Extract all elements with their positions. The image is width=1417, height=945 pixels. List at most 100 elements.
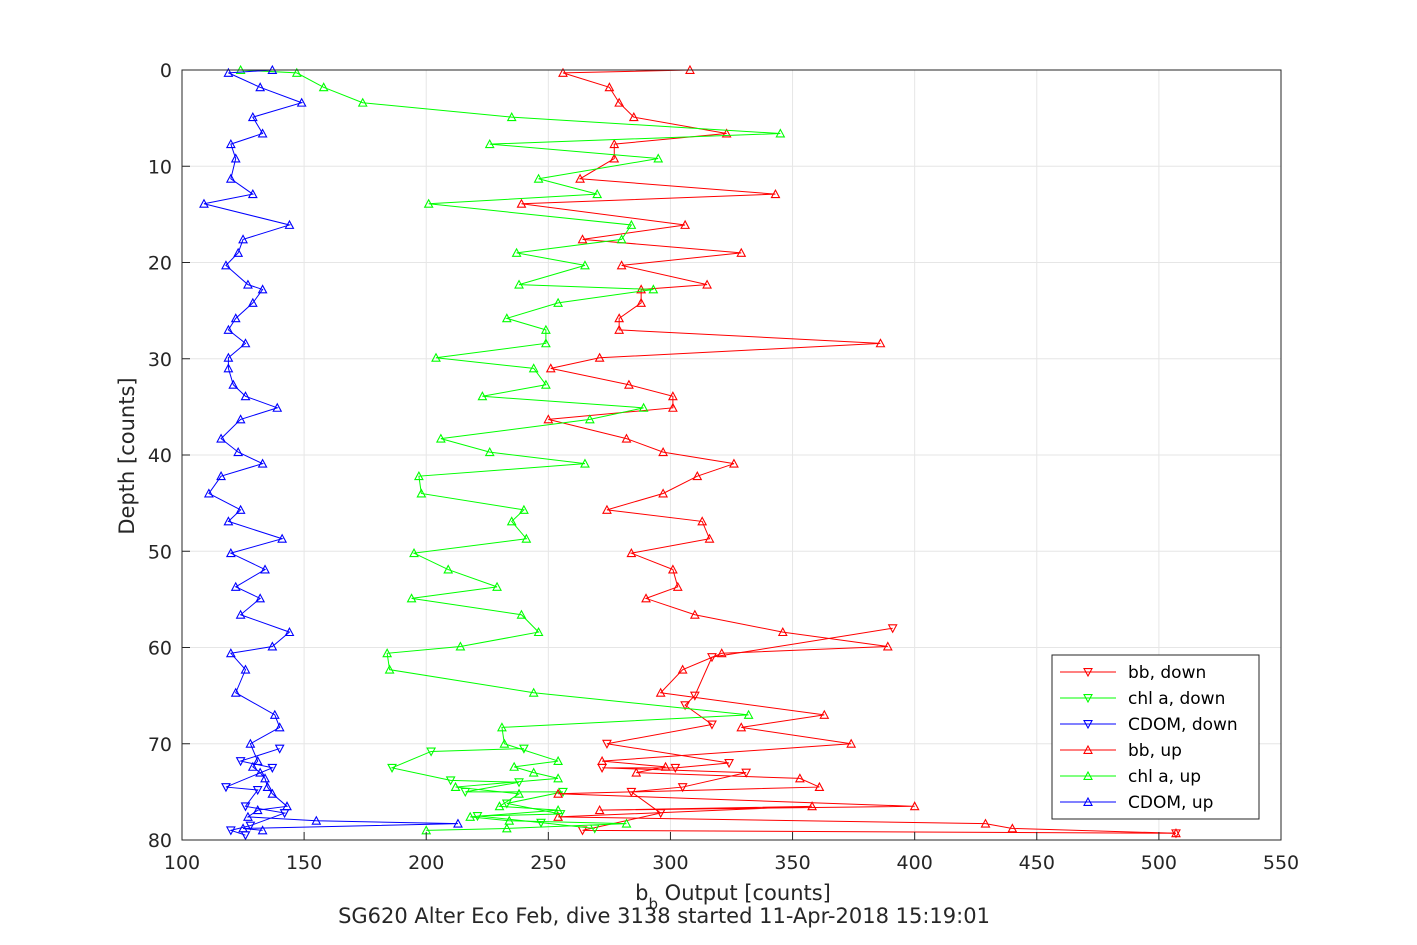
- data-point: [660, 761, 671, 771]
- data-point: [680, 219, 691, 229]
- data-point: [516, 198, 527, 208]
- data-point: [230, 581, 241, 591]
- data-point: [670, 763, 681, 773]
- data-point: [225, 648, 236, 658]
- x-tick-label: 450: [1019, 852, 1055, 874]
- data-point: [533, 626, 544, 637]
- data-point: [533, 173, 544, 183]
- data-point: [887, 624, 898, 634]
- data-point: [238, 234, 248, 244]
- legend-label: CDOM, down: [1128, 715, 1238, 735]
- data-point: [775, 128, 786, 138]
- data-point: [680, 701, 691, 711]
- data-point: [247, 297, 258, 307]
- data-point: [501, 313, 512, 323]
- data-point: [614, 97, 625, 107]
- data-point: [909, 801, 920, 811]
- data-point: [255, 767, 266, 777]
- legend-label: chl a, down: [1128, 689, 1225, 709]
- data-point: [616, 260, 627, 270]
- data-point: [511, 247, 522, 257]
- data-point: [494, 801, 505, 811]
- data-point: [252, 805, 263, 815]
- y-tick-label: 40: [148, 445, 172, 467]
- data-point: [426, 747, 437, 757]
- data-point: [247, 189, 258, 199]
- data-point: [223, 363, 234, 373]
- data-point: [621, 433, 632, 443]
- legend-marker: [1083, 720, 1093, 730]
- data-point: [614, 313, 625, 323]
- x-tick-label: 100: [164, 852, 200, 874]
- data-point: [794, 773, 805, 783]
- data-point: [409, 548, 419, 558]
- data-point: [553, 755, 564, 766]
- data-point: [284, 626, 295, 637]
- y-tick-label: 10: [148, 156, 172, 178]
- data-point: [247, 761, 258, 771]
- data-point: [228, 379, 239, 389]
- data-point: [247, 112, 258, 122]
- legend-marker: [1083, 770, 1093, 780]
- data-point: [267, 788, 278, 798]
- data-point: [729, 458, 739, 468]
- x-tick-label: 150: [286, 852, 322, 874]
- data-point: [707, 653, 717, 663]
- data-point: [655, 687, 666, 697]
- data-point: [267, 763, 278, 773]
- data-point: [575, 173, 586, 183]
- data-point: [225, 173, 236, 183]
- data-point: [667, 391, 678, 401]
- series-line-bb-up: [521, 69, 1176, 834]
- data-point: [240, 802, 251, 812]
- data-point: [540, 324, 551, 334]
- series-cdom-up: [199, 64, 463, 835]
- data-point: [225, 138, 236, 149]
- x-tick-label: 400: [897, 852, 933, 874]
- legend-marker: [1083, 744, 1093, 754]
- series-layer: [199, 64, 1181, 841]
- data-point: [233, 247, 244, 257]
- data-point: [455, 641, 466, 651]
- data-point: [501, 799, 512, 809]
- legend-item: chl a, up: [1060, 767, 1201, 787]
- data-point: [807, 801, 818, 811]
- data-point: [621, 818, 632, 828]
- data-point: [692, 471, 703, 481]
- data-point: [736, 722, 747, 732]
- data-point: [257, 825, 268, 835]
- data-point: [255, 593, 266, 603]
- x-tick-label: 500: [1141, 852, 1177, 874]
- data-point: [357, 97, 368, 107]
- data-point: [1171, 828, 1181, 838]
- y-axis-label: Depth [counts]: [115, 377, 139, 534]
- legend-marker: [1083, 694, 1093, 704]
- data-point: [667, 564, 678, 574]
- y-tick-label: 30: [148, 349, 172, 371]
- data-point: [743, 709, 754, 719]
- data-point: [736, 247, 747, 257]
- y-tick-label: 80: [148, 830, 172, 852]
- data-point: [626, 219, 637, 229]
- data-point: [240, 338, 251, 348]
- data-point: [1007, 823, 1018, 833]
- data-point: [423, 198, 434, 208]
- legend-marker: [1083, 668, 1093, 678]
- data-point: [435, 433, 446, 443]
- x-tick-label: 550: [1263, 852, 1299, 874]
- data-point: [223, 324, 234, 334]
- data-point: [504, 815, 515, 825]
- data-point: [638, 402, 649, 412]
- legend: bb, down chl a, down CDOM, down bb, up chl a…: [1051, 654, 1260, 820]
- data-point: [689, 691, 700, 701]
- data-point: [777, 626, 788, 637]
- series-line-chl-a-down: [390, 748, 595, 829]
- data-point: [277, 533, 288, 543]
- data-point: [882, 641, 893, 651]
- legend-label: bb, down: [1128, 663, 1206, 683]
- data-point: [721, 128, 732, 138]
- data-point: [225, 826, 236, 836]
- data-point: [233, 446, 244, 457]
- data-point: [199, 198, 209, 208]
